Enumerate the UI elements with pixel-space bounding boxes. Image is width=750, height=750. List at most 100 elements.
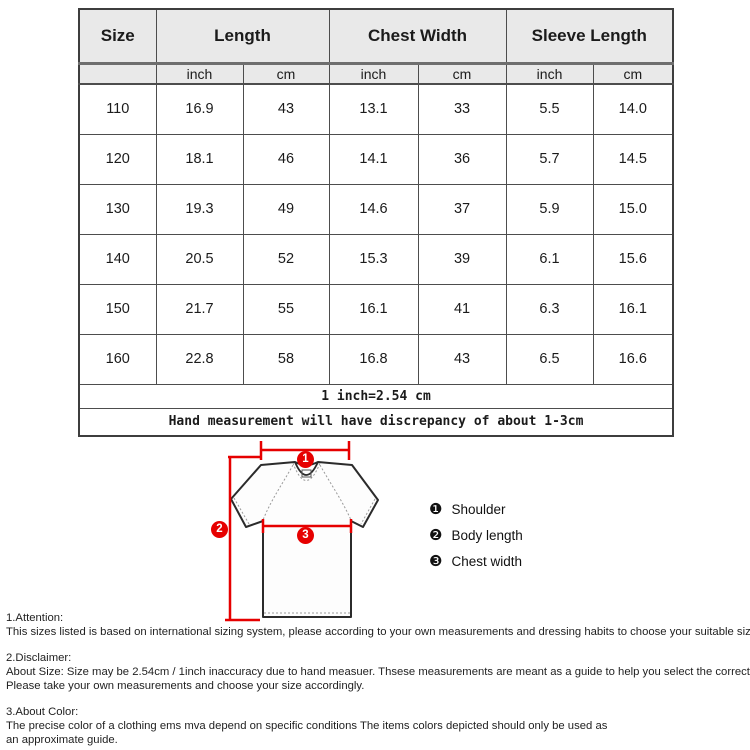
column-header-sleeve-length: Sleeve Length [505,8,674,65]
value-cell: 16.1 [328,283,419,335]
size-chart-table: Size Length Chest Width Sleeve Length in… [78,8,675,437]
value-cell: 16.1 [592,283,674,335]
value-cell: 6.3 [505,283,594,335]
value-cell: 14.6 [328,183,419,235]
attention-heading: 1.Attention: [6,612,64,624]
value-cell: 33 [417,83,507,135]
circled-three-icon: ❸ [429,552,443,570]
unit-cell-empty [78,62,157,85]
column-header-length: Length [155,8,330,65]
unit-header-row: inch cm inch cm inch cm [78,62,674,85]
legend-label: Shoulder [451,501,506,517]
column-header-size: Size [78,8,157,65]
value-cell: 16.9 [155,83,244,135]
table-row: 150 21.7 55 16.1 41 6.3 16.1 [78,283,674,335]
value-cell: 15.0 [592,183,674,235]
table-row: 140 20.5 52 15.3 39 6.1 15.6 [78,233,674,285]
value-cell: 58 [242,333,330,385]
value-cell: 41 [417,283,507,335]
table-row: 130 19.3 49 14.6 37 5.9 15.0 [78,183,674,235]
value-cell: 37 [417,183,507,235]
value-cell: 15.6 [592,233,674,285]
circled-two-icon: ❷ [429,526,443,544]
value-cell: 13.1 [328,83,419,135]
collar-seam [294,461,319,476]
disclaimer-heading: 2.Disclaimer: [6,652,72,664]
about-color-text-2: an approximate guide. [6,734,118,746]
value-cell: 15.3 [328,233,419,285]
value-cell: 52 [242,233,330,285]
unit-cell: inch [505,62,594,85]
legend-label: Body length [451,527,523,543]
value-cell: 18.1 [155,133,244,185]
value-cell: 43 [242,83,330,135]
value-cell: 21.7 [155,283,244,335]
chest-width-badge: 3 [297,527,314,544]
size-cell: 150 [78,283,157,335]
value-cell: 6.1 [505,233,594,285]
value-cell: 16.8 [328,333,419,385]
legend-label: Chest width [451,553,522,569]
value-cell: 5.5 [505,83,594,135]
conversion-note-row: 1 inch=2.54 cm [78,383,674,409]
table-row: 110 16.9 43 13.1 33 5.5 14.0 [78,83,674,135]
value-cell: 5.9 [505,183,594,235]
value-cell: 14.5 [592,133,674,185]
conversion-note: 1 inch=2.54 cm [78,383,674,409]
notes-section: 1.Attention: This sizes listed is based … [6,611,750,750]
neck-tag [301,469,312,478]
legend-item-chest-width: ❸ Chest width [429,552,523,570]
body-length-badge: 2 [211,521,228,538]
value-cell: 49 [242,183,330,235]
about-color-text-1: The precise color of a clothing ems mva … [6,720,608,732]
collar-inner-dotted [292,462,321,481]
value-cell: 55 [242,283,330,335]
circled-one-icon: ❶ [429,500,443,518]
value-cell: 19.3 [155,183,244,235]
measurement-lines [225,441,353,622]
value-cell: 20.5 [155,233,244,285]
value-cell: 16.6 [592,333,674,385]
about-color-note: 3.About Color: The precise color of a cl… [6,705,750,747]
measurement-note-row: Hand measurement will have discrepancy o… [78,407,674,437]
table-header-row: Size Length Chest Width Sleeve Length [78,8,674,65]
size-cell: 130 [78,183,157,235]
diagram-legend: ❶ Shoulder ❷ Body length ❸ Chest width [429,500,523,578]
disclaimer-note: 2.Disclaimer: About Size: Size may be 2.… [6,651,750,693]
legend-item-shoulder: ❶ Shoulder [429,500,523,518]
attention-text: This sizes listed is based on internatio… [6,626,750,638]
value-cell: 14.1 [328,133,419,185]
table-row: 160 22.8 58 16.8 43 6.5 16.6 [78,333,674,385]
attention-note: 1.Attention: This sizes listed is based … [6,611,750,639]
value-cell: 6.5 [505,333,594,385]
size-cell: 140 [78,233,157,285]
value-cell: 39 [417,233,507,285]
disclaimer-text-2: Please take your own measurements and ch… [6,680,365,692]
size-cell: 160 [78,333,157,385]
value-cell: 14.0 [592,83,674,135]
about-color-heading: 3.About Color: [6,706,79,718]
unit-cell: cm [242,62,330,85]
unit-cell: inch [328,62,419,85]
value-cell: 36 [417,133,507,185]
size-cell: 110 [78,83,157,135]
value-cell: 5.7 [505,133,594,185]
right-sleeve-seam-dotted [319,464,352,521]
table-row: 120 18.1 46 14.1 36 5.7 14.5 [78,133,674,185]
size-cell: 120 [78,133,157,185]
left-sleeve-seam-dotted [262,464,294,521]
legend-item-body-length: ❷ Body length [429,526,523,544]
unit-cell: cm [592,62,674,85]
unit-cell: cm [417,62,507,85]
shoulder-badge: 1 [297,451,314,468]
right-cuff-dotted [360,498,376,525]
disclaimer-text-1: About Size: Size may be 2.54cm / 1inch i… [6,666,750,678]
unit-cell: inch [155,62,244,85]
value-cell: 46 [242,133,330,185]
left-cuff-dotted [233,497,250,525]
value-cell: 22.8 [155,333,244,385]
value-cell: 43 [417,333,507,385]
column-header-chest-width: Chest Width [328,8,507,65]
measurement-note: Hand measurement will have discrepancy o… [78,407,674,437]
